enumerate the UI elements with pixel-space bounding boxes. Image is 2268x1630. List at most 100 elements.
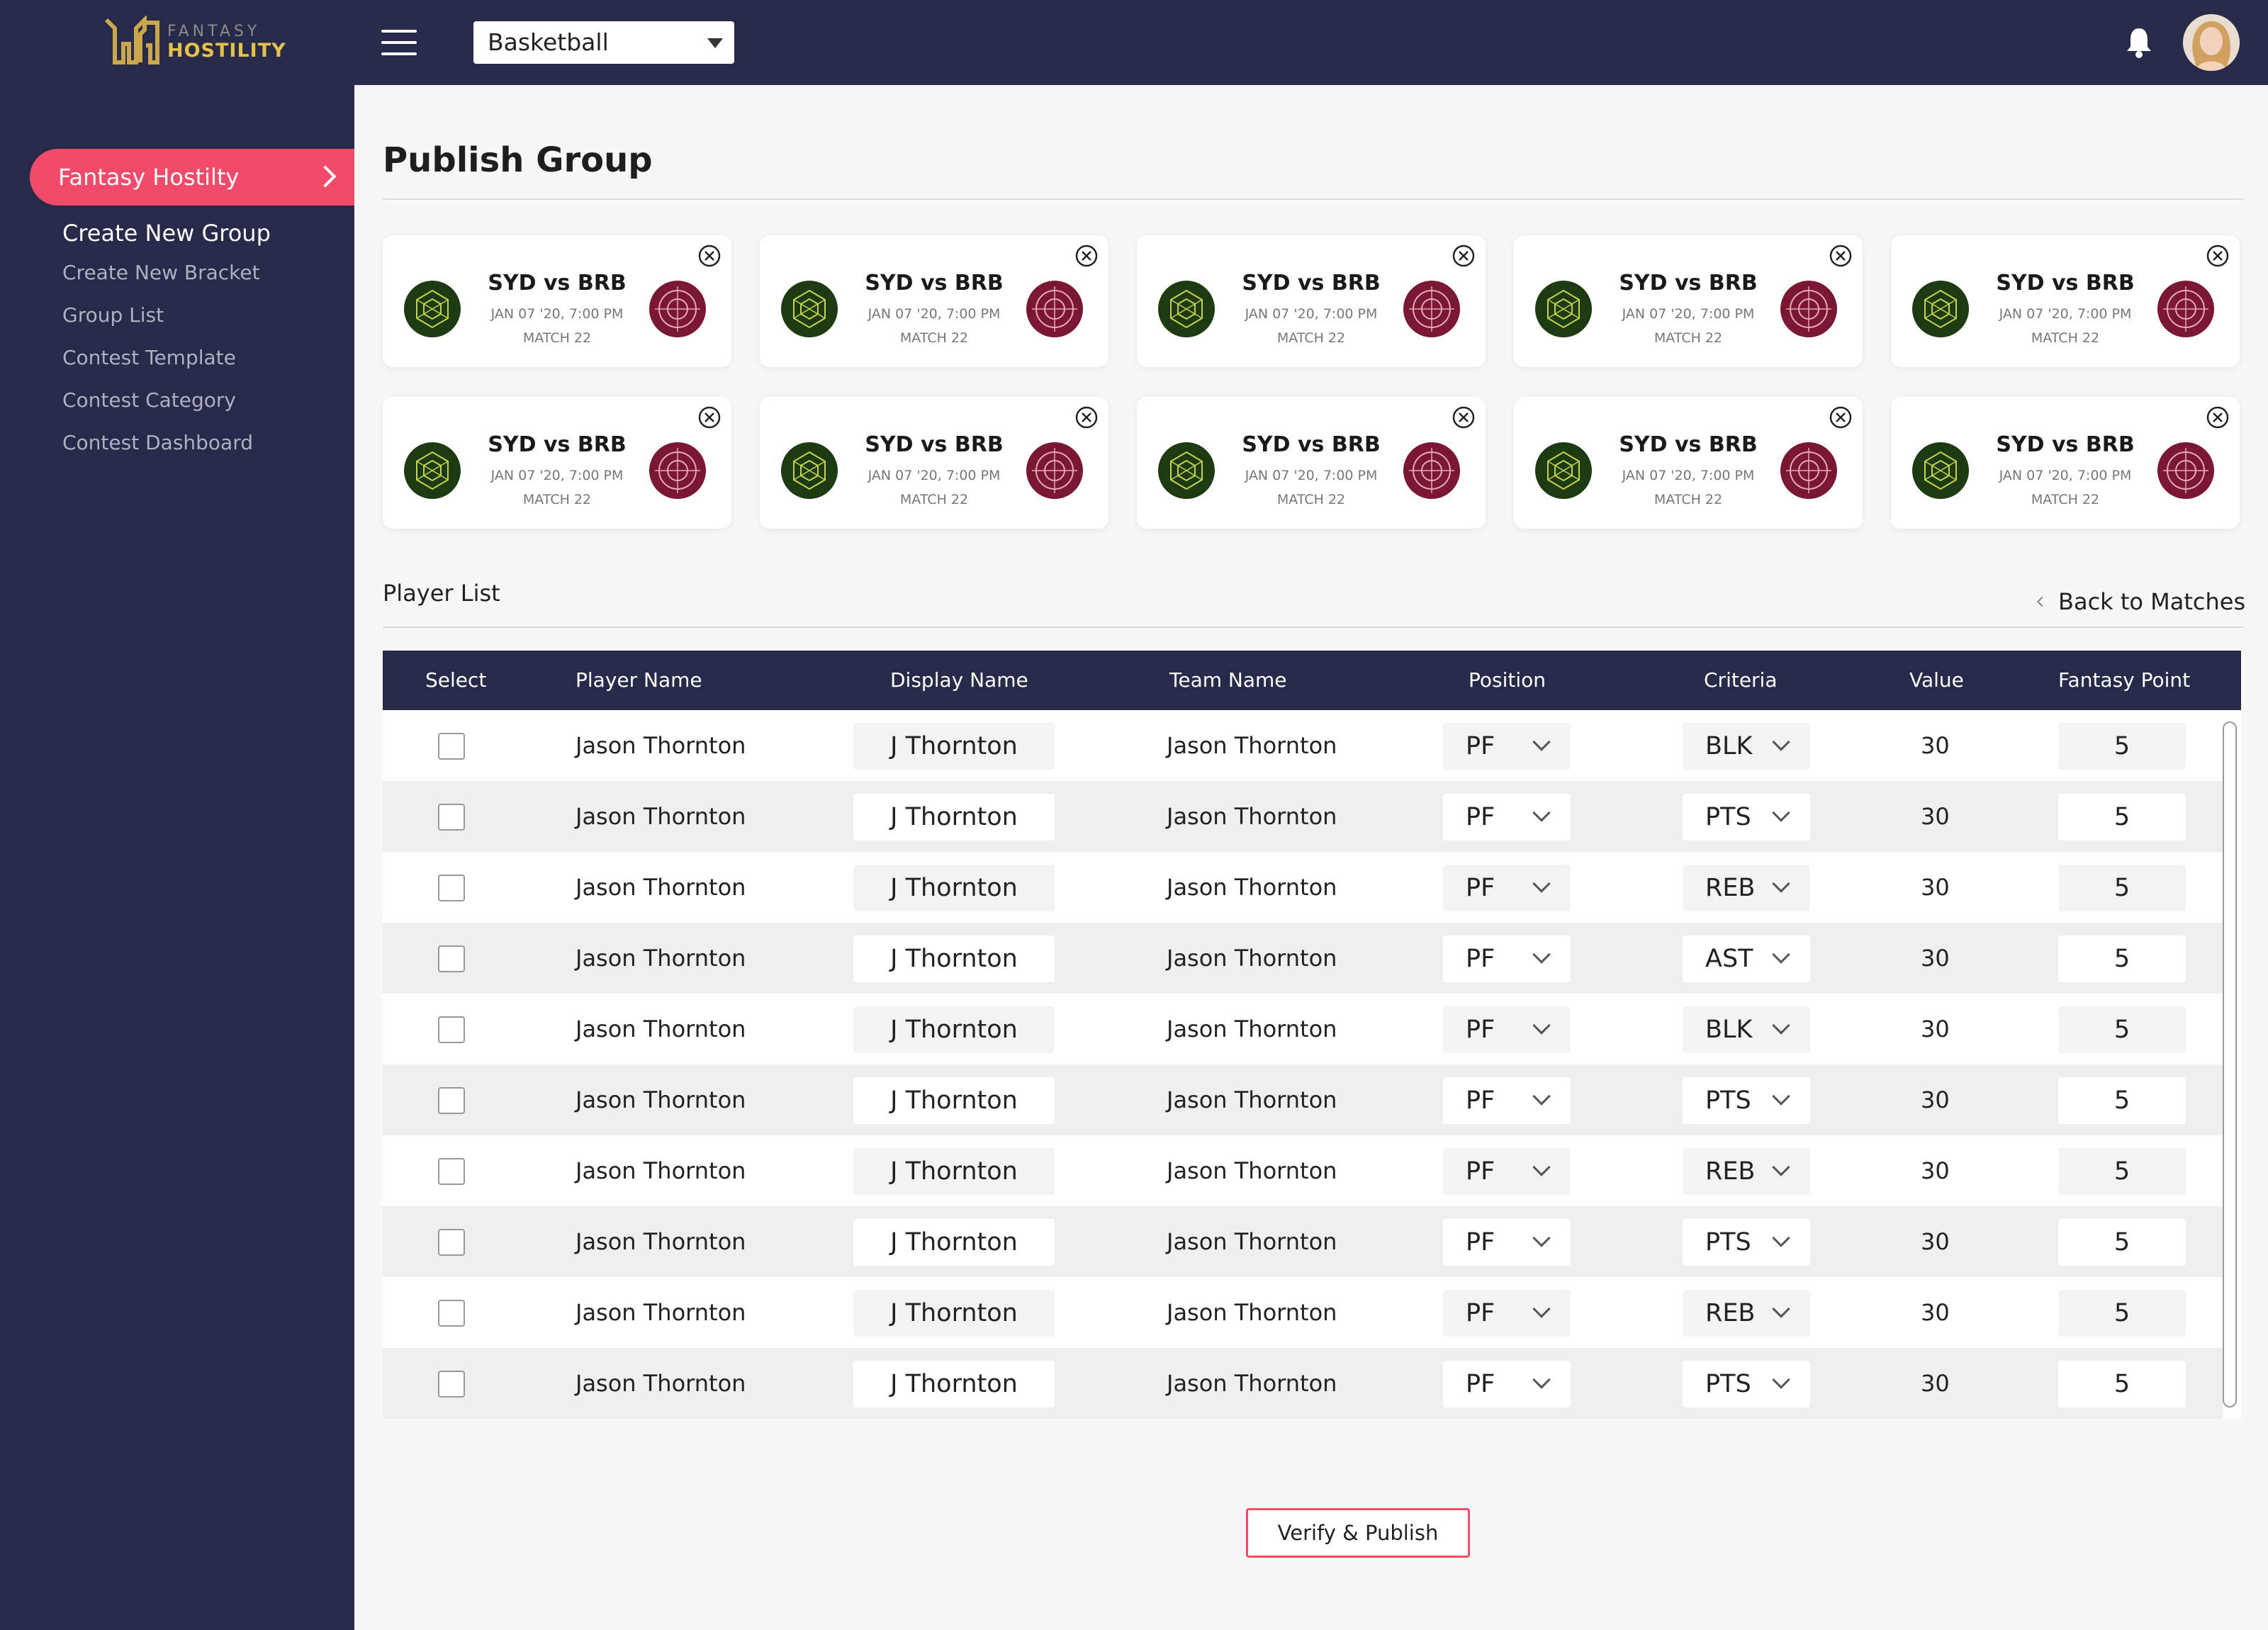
- sidebar-item-contest-category[interactable]: Contest Category: [62, 388, 236, 412]
- match-card[interactable]: SYD vs BRB JAN 07 '20, 7:00 PM MATCH 22: [383, 397, 731, 529]
- match-date: JAN 07 '20, 7:00 PM: [1999, 468, 2132, 483]
- verify-publish-button[interactable]: Verify & Publish: [1246, 1508, 1470, 1558]
- team-a-logo-icon: [404, 442, 461, 499]
- display-name-input[interactable]: J Thornton: [853, 794, 1055, 841]
- position-select[interactable]: PF: [1443, 1361, 1571, 1407]
- sport-select[interactable]: Basketball: [473, 21, 734, 64]
- position-select[interactable]: PF: [1443, 1077, 1571, 1124]
- criteria-select[interactable]: PTS: [1683, 1361, 1810, 1407]
- app-logo[interactable]: FANTASY HOSTILITY: [103, 16, 286, 69]
- criteria-select[interactable]: REB: [1683, 1148, 1810, 1195]
- match-card[interactable]: SYD vs BRB JAN 07 '20, 7:00 PM MATCH 22: [1891, 235, 2240, 367]
- fantasy-point-input[interactable]: 5: [2058, 865, 2186, 911]
- position-select[interactable]: PF: [1443, 1219, 1571, 1266]
- position-select[interactable]: PF: [1443, 865, 1571, 911]
- fantasy-point-input[interactable]: 5: [2058, 794, 2186, 841]
- match-card[interactable]: SYD vs BRB JAN 07 '20, 7:00 PM MATCH 22: [383, 235, 731, 367]
- fantasy-point-input[interactable]: 5: [2058, 1290, 2186, 1337]
- select-checkbox[interactable]: [438, 1300, 465, 1327]
- fantasy-point-input[interactable]: 5: [2058, 1148, 2186, 1195]
- menu-toggle-button[interactable]: [381, 30, 417, 55]
- team-a-logo-icon: [781, 442, 838, 499]
- select-checkbox[interactable]: [438, 945, 465, 972]
- criteria-select[interactable]: BLK: [1683, 1006, 1810, 1053]
- match-card[interactable]: SYD vs BRB JAN 07 '20, 7:00 PM MATCH 22: [1514, 235, 1863, 367]
- match-card[interactable]: SYD vs BRB JAN 07 '20, 7:00 PM MATCH 22: [1891, 397, 2240, 529]
- display-name-input[interactable]: J Thornton: [853, 865, 1055, 911]
- select-checkbox[interactable]: [438, 804, 465, 831]
- position-select[interactable]: PF: [1443, 1006, 1571, 1053]
- match-card[interactable]: SYD vs BRB JAN 07 '20, 7:00 PM MATCH 22: [1137, 235, 1486, 367]
- team-name-cell: Jason Thornton: [1167, 945, 1337, 972]
- table-row: Jason Thornton J Thornton Jason Thornton PF…: [383, 710, 2223, 781]
- position-select[interactable]: PF: [1443, 1148, 1571, 1195]
- select-checkbox[interactable]: [438, 733, 465, 760]
- remove-match-icon[interactable]: [1829, 405, 1853, 429]
- criteria-select[interactable]: AST: [1683, 935, 1810, 982]
- display-name-input[interactable]: J Thornton: [853, 935, 1055, 982]
- position-select[interactable]: PF: [1443, 935, 1571, 982]
- remove-match-icon[interactable]: [697, 244, 722, 268]
- fantasy-point-input[interactable]: 5: [2058, 1361, 2186, 1407]
- select-checkbox[interactable]: [438, 1016, 465, 1043]
- back-to-matches-link[interactable]: Back to Matches: [2036, 588, 2245, 615]
- scrollbar-thumb[interactable]: [2223, 721, 2237, 1407]
- fantasy-point-input[interactable]: 5: [2058, 723, 2186, 770]
- sidebar-item-create-new-group[interactable]: Create New Group: [62, 220, 271, 247]
- display-name-input[interactable]: J Thornton: [853, 1006, 1055, 1053]
- chevron-down-icon: [1772, 1229, 1790, 1247]
- select-checkbox[interactable]: [438, 875, 465, 901]
- sidebar-item-create-new-bracket[interactable]: Create New Bracket: [62, 261, 260, 284]
- display-name-input[interactable]: J Thornton: [853, 723, 1055, 770]
- remove-match-icon[interactable]: [1452, 405, 1476, 429]
- display-name-input[interactable]: J Thornton: [853, 1148, 1055, 1195]
- team-b-logo-icon: [2157, 442, 2214, 499]
- match-card[interactable]: SYD vs BRB JAN 07 '20, 7:00 PM MATCH 22: [760, 235, 1108, 367]
- display-name-input[interactable]: J Thornton: [853, 1077, 1055, 1124]
- remove-match-icon[interactable]: [2206, 244, 2230, 268]
- table-scrollbar[interactable]: [2223, 710, 2241, 1419]
- value-cell: 30: [1921, 945, 1950, 972]
- position-select[interactable]: PF: [1443, 723, 1571, 770]
- select-checkbox[interactable]: [438, 1087, 465, 1114]
- remove-match-icon[interactable]: [1452, 244, 1476, 268]
- column-header-value: Value: [1909, 668, 1964, 692]
- user-avatar[interactable]: [2183, 14, 2240, 71]
- chevron-down-icon: [1532, 875, 1551, 893]
- criteria-select[interactable]: BLK: [1683, 723, 1810, 770]
- remove-match-icon[interactable]: [1074, 405, 1099, 429]
- fantasy-point-input[interactable]: 5: [2058, 1006, 2186, 1053]
- match-card[interactable]: SYD vs BRB JAN 07 '20, 7:00 PM MATCH 22: [760, 397, 1108, 529]
- select-checkbox[interactable]: [438, 1229, 465, 1256]
- fantasy-point-input[interactable]: 5: [2058, 935, 2186, 982]
- value-cell: 30: [1921, 874, 1950, 901]
- match-card[interactable]: SYD vs BRB JAN 07 '20, 7:00 PM MATCH 22: [1137, 397, 1486, 529]
- criteria-select[interactable]: PTS: [1683, 1077, 1810, 1124]
- criteria-select[interactable]: REB: [1683, 865, 1810, 911]
- select-checkbox[interactable]: [438, 1158, 465, 1185]
- criteria-select[interactable]: PTS: [1683, 794, 1810, 841]
- remove-match-icon[interactable]: [1829, 244, 1853, 268]
- fantasy-point-input[interactable]: 5: [2058, 1219, 2186, 1266]
- remove-match-icon[interactable]: [697, 405, 722, 429]
- criteria-select[interactable]: PTS: [1683, 1219, 1810, 1266]
- team-name-cell: Jason Thornton: [1167, 803, 1337, 830]
- display-name-input[interactable]: J Thornton: [853, 1361, 1055, 1407]
- sidebar-item-contest-template[interactable]: Contest Template: [62, 346, 236, 369]
- team-b-logo-icon: [649, 442, 706, 499]
- remove-match-icon[interactable]: [1074, 244, 1099, 268]
- sidebar-item-fantasy-hostility[interactable]: Fantasy Hostilty: [30, 149, 354, 206]
- match-card[interactable]: SYD vs BRB JAN 07 '20, 7:00 PM MATCH 22: [1514, 397, 1863, 529]
- display-name-input[interactable]: J Thornton: [853, 1290, 1055, 1337]
- sidebar-item-contest-dashboard[interactable]: Contest Dashboard: [62, 431, 254, 454]
- fantasy-point-input[interactable]: 5: [2058, 1077, 2186, 1124]
- column-header-criteria: Criteria: [1704, 668, 1778, 692]
- remove-match-icon[interactable]: [2206, 405, 2230, 429]
- display-name-input[interactable]: J Thornton: [853, 1219, 1055, 1266]
- position-select[interactable]: PF: [1443, 1290, 1571, 1337]
- position-select[interactable]: PF: [1443, 794, 1571, 841]
- select-checkbox[interactable]: [438, 1371, 465, 1398]
- notification-bell-icon[interactable]: [2125, 26, 2153, 58]
- sidebar-item-group-list[interactable]: Group List: [62, 303, 164, 327]
- criteria-select[interactable]: REB: [1683, 1290, 1810, 1337]
